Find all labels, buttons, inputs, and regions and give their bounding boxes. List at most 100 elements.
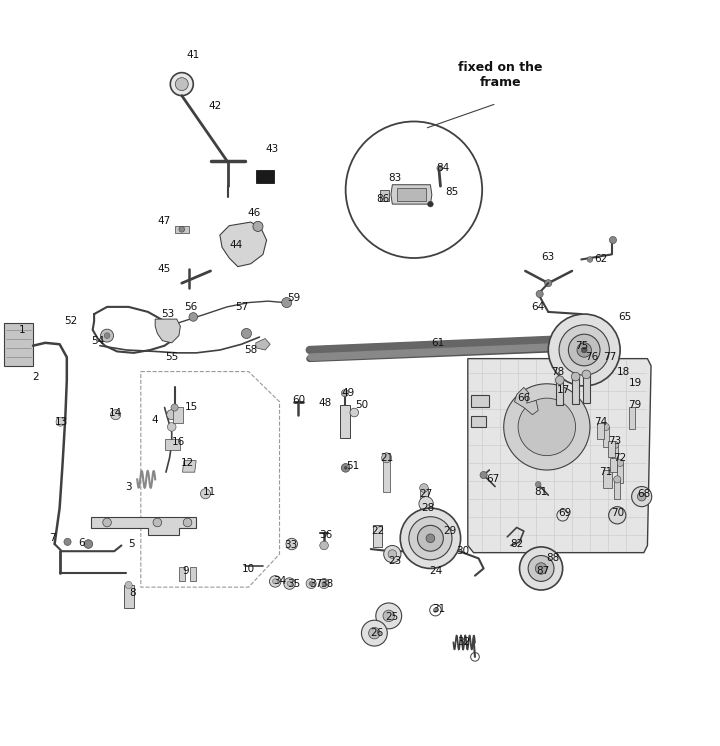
- Circle shape: [171, 404, 178, 411]
- Circle shape: [241, 328, 251, 339]
- Circle shape: [64, 539, 71, 545]
- Text: 43: 43: [266, 144, 279, 154]
- FancyBboxPatch shape: [383, 458, 390, 492]
- Text: 72: 72: [613, 453, 627, 463]
- FancyBboxPatch shape: [420, 488, 428, 508]
- Text: 26: 26: [371, 628, 384, 638]
- Circle shape: [518, 398, 575, 456]
- Text: 21: 21: [380, 453, 393, 463]
- Text: 42: 42: [208, 101, 222, 110]
- Circle shape: [319, 578, 329, 589]
- Text: 6: 6: [78, 539, 84, 548]
- Text: 3: 3: [125, 481, 132, 492]
- Polygon shape: [256, 339, 270, 350]
- Text: 4: 4: [152, 415, 158, 424]
- Circle shape: [269, 576, 281, 587]
- Text: 65: 65: [618, 312, 631, 322]
- Text: 51: 51: [346, 462, 359, 471]
- Text: 77: 77: [603, 352, 617, 363]
- FancyBboxPatch shape: [617, 463, 623, 483]
- Text: 64: 64: [531, 302, 545, 312]
- Circle shape: [350, 408, 359, 417]
- Polygon shape: [380, 189, 389, 201]
- Circle shape: [608, 507, 626, 524]
- Circle shape: [609, 236, 616, 244]
- Circle shape: [602, 423, 609, 430]
- Text: 37: 37: [309, 579, 322, 589]
- FancyBboxPatch shape: [179, 567, 184, 581]
- Circle shape: [613, 476, 621, 483]
- Circle shape: [536, 290, 544, 298]
- Circle shape: [282, 298, 292, 307]
- Text: 66: 66: [517, 393, 531, 403]
- Circle shape: [555, 376, 564, 384]
- Circle shape: [409, 517, 452, 560]
- Text: 61: 61: [431, 338, 444, 348]
- Circle shape: [611, 442, 618, 448]
- FancyBboxPatch shape: [603, 470, 611, 488]
- Text: 79: 79: [628, 401, 641, 410]
- Circle shape: [581, 347, 587, 353]
- Text: 19: 19: [629, 378, 642, 388]
- Text: 83: 83: [388, 172, 401, 183]
- Circle shape: [388, 550, 397, 559]
- Circle shape: [504, 383, 590, 470]
- Polygon shape: [515, 387, 539, 415]
- Circle shape: [153, 518, 162, 527]
- Text: 86: 86: [377, 194, 390, 204]
- Text: 60: 60: [292, 395, 305, 405]
- Circle shape: [536, 562, 546, 574]
- Text: 35: 35: [287, 579, 300, 589]
- Text: 25: 25: [386, 612, 399, 622]
- Text: 48: 48: [319, 398, 332, 408]
- Circle shape: [577, 343, 591, 357]
- FancyBboxPatch shape: [165, 439, 180, 450]
- Circle shape: [420, 483, 428, 492]
- Circle shape: [286, 539, 297, 550]
- Circle shape: [320, 541, 328, 550]
- Circle shape: [341, 463, 350, 472]
- Text: 88: 88: [546, 554, 559, 563]
- Circle shape: [183, 518, 192, 527]
- Text: 5: 5: [128, 539, 135, 549]
- Polygon shape: [4, 323, 33, 366]
- Polygon shape: [391, 185, 432, 204]
- Circle shape: [346, 122, 482, 258]
- Circle shape: [480, 471, 487, 479]
- Circle shape: [344, 466, 347, 469]
- Text: 75: 75: [575, 341, 588, 351]
- FancyBboxPatch shape: [597, 423, 604, 439]
- FancyBboxPatch shape: [603, 427, 608, 447]
- FancyBboxPatch shape: [397, 187, 426, 201]
- Polygon shape: [91, 517, 196, 536]
- Circle shape: [419, 497, 433, 511]
- Text: 31: 31: [432, 604, 445, 614]
- Text: 84: 84: [436, 163, 449, 173]
- Circle shape: [536, 481, 541, 487]
- FancyBboxPatch shape: [610, 458, 617, 472]
- Text: 46: 46: [247, 208, 260, 219]
- Text: 12: 12: [181, 458, 194, 468]
- Circle shape: [168, 422, 176, 431]
- Text: 13: 13: [55, 417, 68, 427]
- Circle shape: [568, 334, 600, 366]
- FancyBboxPatch shape: [340, 405, 350, 438]
- FancyBboxPatch shape: [472, 416, 486, 427]
- Circle shape: [84, 539, 93, 548]
- Polygon shape: [220, 222, 266, 266]
- Text: 45: 45: [158, 264, 171, 274]
- Text: 55: 55: [165, 352, 179, 363]
- Circle shape: [418, 525, 444, 551]
- Text: 41: 41: [186, 51, 200, 60]
- Text: 87: 87: [536, 565, 550, 576]
- Circle shape: [588, 362, 594, 367]
- Text: 81: 81: [534, 486, 548, 497]
- Text: 22: 22: [372, 526, 384, 536]
- Circle shape: [631, 486, 652, 507]
- Text: 2: 2: [32, 372, 38, 382]
- Text: 63: 63: [541, 251, 555, 262]
- Text: 50: 50: [355, 401, 368, 410]
- Circle shape: [559, 325, 609, 375]
- FancyBboxPatch shape: [556, 380, 563, 405]
- FancyBboxPatch shape: [190, 567, 196, 581]
